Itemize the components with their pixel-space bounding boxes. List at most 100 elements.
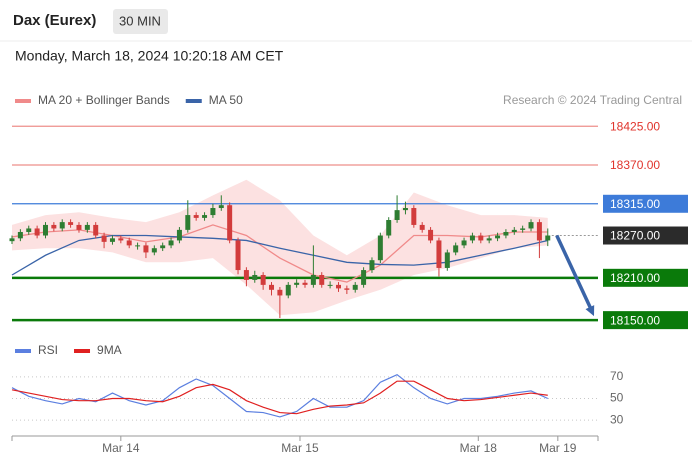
candle-body <box>386 220 392 236</box>
candle-body <box>352 284 358 290</box>
candle-body <box>26 228 32 232</box>
candle-body <box>160 245 166 249</box>
legend-swatch <box>15 99 31 103</box>
x-tick-label: Mar 18 <box>460 441 498 455</box>
candle-body <box>453 245 459 253</box>
y-tick-label: 30 <box>610 412 624 426</box>
legend-swatch <box>185 99 202 103</box>
candle-body <box>495 235 501 239</box>
candle-body <box>511 229 517 232</box>
candle-body <box>84 224 90 230</box>
candle-body <box>419 224 425 230</box>
y-tick-label: 70 <box>610 369 624 383</box>
legend-swatch <box>15 349 31 353</box>
candle-body <box>361 270 367 285</box>
candle-body <box>436 240 442 268</box>
credit: Research © 2024 Trading Central <box>503 93 682 107</box>
legend-swatch <box>74 349 91 353</box>
candle-body <box>461 240 467 246</box>
candle-body <box>335 284 341 289</box>
candle-body <box>394 210 400 220</box>
level-label: 18315.00 <box>610 197 660 211</box>
moving-average <box>11 224 548 283</box>
candle-body <box>252 275 258 280</box>
candle-body <box>210 208 216 216</box>
candle-body <box>402 208 408 211</box>
level-label-box <box>603 268 688 287</box>
candle-body <box>151 248 157 253</box>
forecast-arrow <box>555 234 593 310</box>
candle-body <box>218 205 224 209</box>
candle-body <box>478 235 484 241</box>
x-tick-label: Mar 19 <box>539 441 577 455</box>
candle-body <box>34 228 40 236</box>
candle-body <box>536 222 542 241</box>
legend-label: 9MA <box>97 343 122 357</box>
candle-body <box>227 205 233 241</box>
legend-label: RSI <box>38 343 58 357</box>
candle-body <box>176 229 182 241</box>
level-label: 18210.00 <box>610 271 660 285</box>
candle-body <box>93 224 99 236</box>
candle-body <box>193 215 199 218</box>
candle-body <box>294 282 300 285</box>
x-tick-label: Mar 14 <box>102 441 140 455</box>
timestamp: Monday, March 18, 2024 10:20:18 AM CET <box>15 48 284 64</box>
candle-body <box>327 284 333 286</box>
candle-body <box>486 238 492 241</box>
timeframe-label[interactable]: 30 MIN <box>119 13 161 28</box>
candle-body <box>285 284 291 296</box>
candle-body <box>168 240 174 246</box>
candle-body <box>185 215 191 230</box>
indicator-line <box>11 373 549 418</box>
candle-body <box>319 275 325 285</box>
candle-body <box>377 235 383 261</box>
candle-body <box>109 238 115 242</box>
candle-body <box>51 224 57 229</box>
candle-body <box>76 224 82 230</box>
candle-body <box>302 282 308 285</box>
candle-body <box>243 270 249 280</box>
candle-body <box>411 208 417 225</box>
legend-label: MA 50 <box>209 93 243 107</box>
candle-body <box>269 284 275 290</box>
candle-body <box>528 222 534 229</box>
candle-body <box>59 222 65 229</box>
candle-body <box>545 235 551 241</box>
candle-body <box>520 228 526 230</box>
candle-body <box>369 260 375 271</box>
timeframe-badge[interactable] <box>113 9 168 34</box>
legend-label: MA 20 + Bollinger Bands <box>38 93 170 107</box>
candle-body <box>68 222 74 225</box>
level-label: 18150.00 <box>610 313 660 327</box>
level-label: 18270.00 <box>610 229 660 243</box>
candle-body <box>469 235 475 241</box>
candle-body <box>277 289 283 296</box>
candle-body <box>126 240 132 246</box>
candle-body <box>444 252 450 268</box>
candle-body <box>9 238 15 242</box>
candle-body <box>202 215 208 218</box>
moving-average <box>11 234 548 276</box>
candle-body <box>260 275 266 285</box>
forecast-arrowhead <box>585 305 595 317</box>
x-tick-label: Mar 15 <box>281 441 319 455</box>
candle-body <box>42 224 48 236</box>
level-label-box <box>603 311 688 330</box>
level-label-box <box>603 194 688 213</box>
level-label: 18425.00 <box>610 119 660 133</box>
instrument-title: Dax (Eurex) <box>13 12 96 29</box>
y-tick-label: 50 <box>610 391 624 405</box>
candle-body <box>428 229 434 241</box>
indicator-line <box>11 380 548 415</box>
candle-body <box>118 238 124 241</box>
candle-body <box>503 231 509 236</box>
candle-body <box>235 240 241 271</box>
candle-body <box>17 231 23 239</box>
candle-body <box>143 245 149 253</box>
candle-body <box>101 235 107 242</box>
level-label: 18370.00 <box>610 158 660 172</box>
candle-body <box>344 288 350 290</box>
